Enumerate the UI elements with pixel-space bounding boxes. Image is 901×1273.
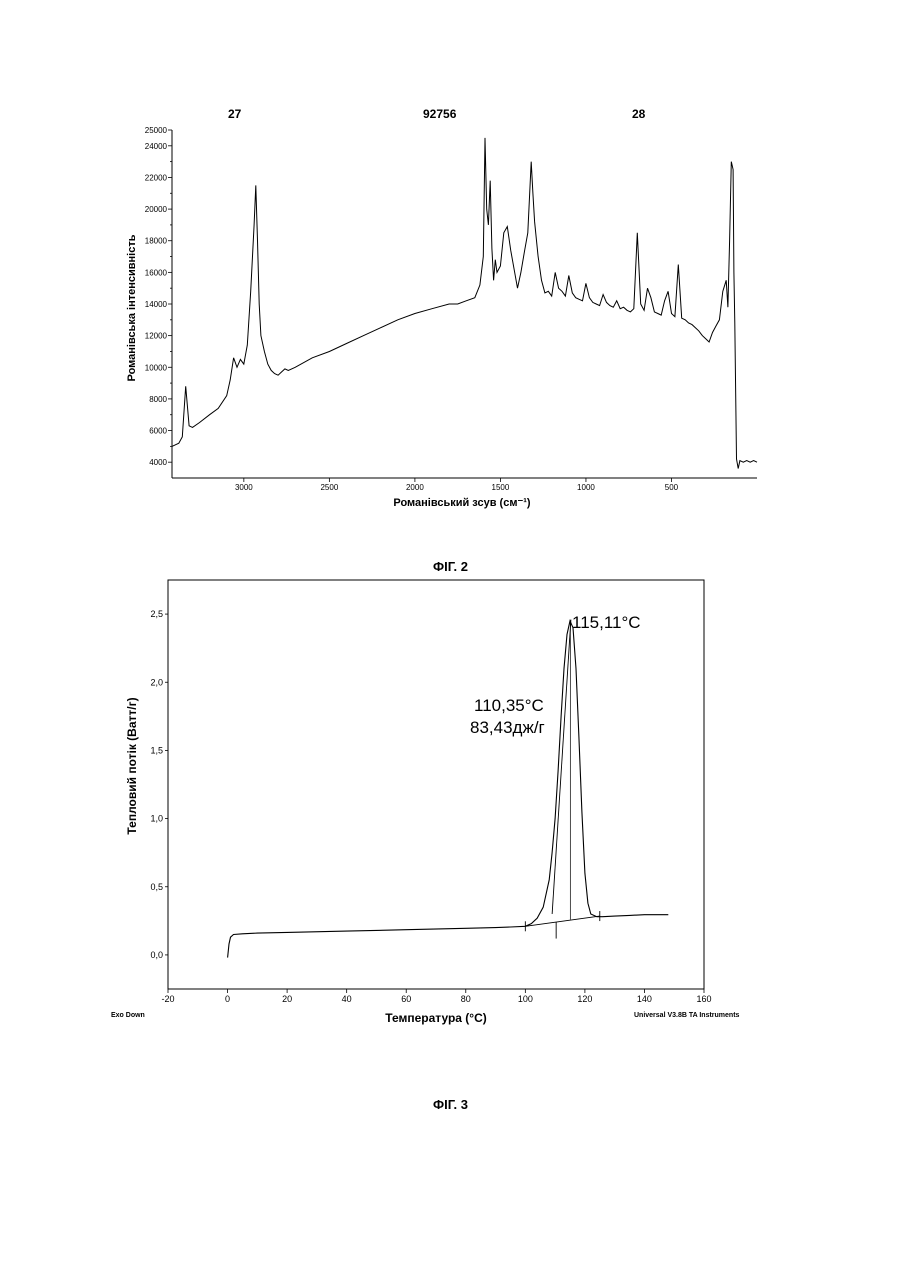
- y-tick-label: 12000: [145, 332, 168, 341]
- figure-3-caption: ФІГ. 3: [0, 1097, 901, 1112]
- y-tick-label: 4000: [149, 458, 167, 467]
- y-tick-label: 25000: [145, 126, 168, 135]
- y-tick-label: 14000: [145, 300, 168, 309]
- x-tick-label: 500: [665, 483, 679, 492]
- y-tick-label: 6000: [149, 427, 167, 436]
- y-tick-label: 10000: [145, 363, 168, 372]
- y-tick-label: 24000: [145, 142, 168, 151]
- y-axis-label: Романівська інтенсивність: [126, 234, 138, 381]
- x-tick-label: 3000: [235, 483, 253, 492]
- y-tick-label: 16000: [145, 268, 168, 277]
- x-tick-label: 1000: [577, 483, 595, 492]
- figure-2-caption: ФІГ. 2: [0, 559, 901, 574]
- y-tick-label: 18000: [145, 237, 168, 246]
- y-tick-label: 8000: [149, 395, 167, 404]
- y-tick-label: 20000: [145, 205, 168, 214]
- x-tick-label: 2500: [320, 483, 338, 492]
- x-axis-label: Романівський зсув (см⁻¹): [393, 497, 531, 509]
- x-tick-label: 1500: [492, 483, 510, 492]
- raman-spectrum-line: [172, 138, 757, 469]
- x-tick-label: 2000: [406, 483, 424, 492]
- y-tick-label: 22000: [145, 173, 168, 182]
